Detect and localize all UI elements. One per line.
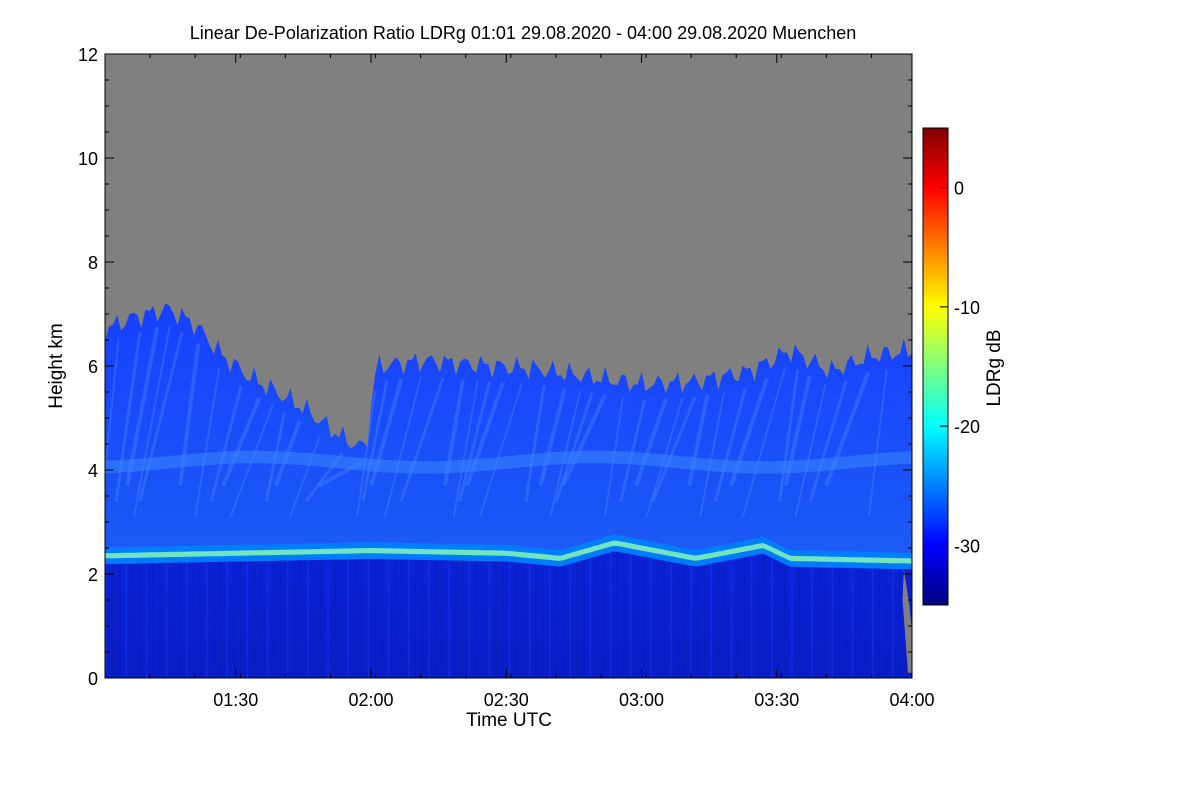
colorbar: -30 -20 -10 0 LDRg dB: [922, 127, 1005, 606]
x-tick-label: 03:00: [619, 690, 664, 710]
y-tick-label: 0: [88, 669, 98, 689]
y-tick-label: 6: [88, 357, 98, 377]
boundary-layer-region: [105, 547, 912, 678]
x-tick-label: 01:30: [213, 690, 258, 710]
colorbar-tick-label: -10: [954, 298, 980, 318]
fall-streaks: [105, 325, 888, 518]
colorbar-tick-label: -30: [954, 536, 980, 556]
y-tick-label: 4: [88, 461, 98, 481]
no-signal-near-ground: [902, 568, 912, 673]
x-tick-label: 02:30: [484, 690, 529, 710]
y-tick-label: 2: [88, 565, 98, 585]
y-tick-label: 12: [78, 45, 98, 65]
x-tick-label: 03:30: [754, 690, 799, 710]
colorbar-tick-label: 0: [954, 179, 964, 199]
x-axis: 01:30 02:00 02:30 03:00 03:30 04:00: [104, 54, 935, 710]
y-tick-label: 10: [78, 149, 98, 169]
x-tick-label: 04:00: [889, 690, 934, 710]
colorbar-label: LDRg dB: [984, 329, 1005, 406]
y-tick-label: 8: [88, 253, 98, 273]
y-axis-label: Height km: [46, 323, 67, 409]
colorbar-scale: [922, 127, 949, 606]
x-tick-label: 02:00: [348, 690, 393, 710]
x-axis-label: Time UTC: [466, 710, 552, 731]
aerosol-layer-core: [105, 540, 912, 564]
y-axis: 0 2 4 6 8 10 12: [78, 45, 912, 689]
plot-area: [105, 54, 912, 678]
colorbar-ticks: -30 -20 -10 0: [940, 179, 980, 556]
boundary-layer-stripes: [105, 551, 908, 678]
colorbar-tick-label: -20: [954, 417, 980, 437]
chart-title: Linear De-Polarization Ratio LDRg 01:01 …: [190, 23, 856, 43]
mid-level-layer: [105, 450, 912, 474]
